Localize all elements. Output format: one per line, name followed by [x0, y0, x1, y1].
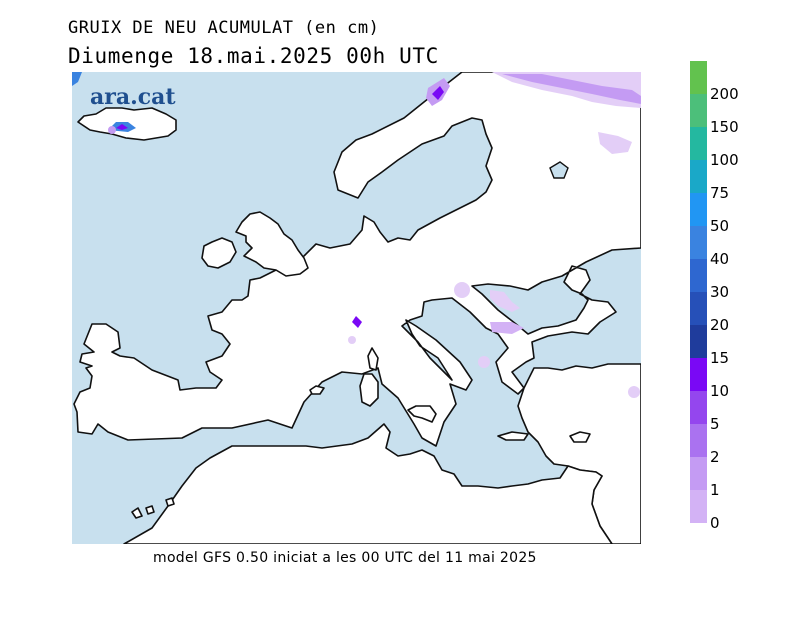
legend-swatch — [690, 127, 707, 160]
snow-area-iceland-corner — [72, 72, 82, 86]
north-africa-land — [123, 423, 613, 544]
legend-swatch — [690, 94, 707, 127]
legend-swatch — [690, 226, 707, 259]
sardinia-land — [359, 373, 379, 407]
legend-label: 200 — [710, 85, 739, 103]
continental-europe-land — [73, 72, 641, 447]
snow-area-iceland-core — [116, 124, 128, 130]
great-britain-land — [235, 211, 309, 277]
legend-swatch — [690, 61, 707, 94]
corsica-land — [367, 347, 379, 371]
snow-area-caucasus — [628, 386, 640, 398]
canary-islands-land — [131, 497, 175, 519]
snow-area-carpathians-south — [490, 322, 524, 334]
legend-swatch — [690, 193, 707, 226]
ara-cat-logo: ara.cat — [90, 84, 176, 110]
legend-label: 40 — [710, 250, 730, 268]
legend-label: 5 — [710, 415, 720, 433]
snow-area-carpathians-east — [490, 290, 520, 312]
legend-label: 2 — [710, 448, 720, 466]
legend-label: 50 — [710, 217, 730, 235]
legend-swatch — [690, 391, 707, 424]
legend-swatch — [690, 490, 707, 523]
legend-swatch — [690, 325, 707, 358]
legend-label: 75 — [710, 184, 730, 202]
ireland-land — [201, 237, 237, 269]
snow-area-iceland-west — [108, 126, 116, 134]
snow-area-carpathians-north — [454, 282, 470, 298]
map-subtitle: Diumenge 18.mai.2025 00h UTC — [68, 44, 439, 68]
color-legend — [690, 61, 707, 523]
model-info-footer: model GFS 0.50 iniciat a les 00 UTC del … — [153, 550, 537, 566]
legend-label: 30 — [710, 283, 730, 301]
snow-area-scandinavia-mid — [502, 74, 641, 104]
legend-label: 1 — [710, 481, 720, 499]
legend-swatch — [690, 457, 707, 490]
legend-swatch — [690, 424, 707, 457]
snow-area-pyrenees — [348, 336, 356, 344]
crete-land — [497, 431, 529, 441]
snow-depth-map — [72, 72, 641, 544]
legend-swatch — [690, 259, 707, 292]
legend-swatch — [690, 358, 707, 391]
map-title: GRUIX DE NEU ACUMULAT (en cm) — [68, 18, 380, 38]
snow-area-urals-north — [598, 132, 632, 154]
legend-label: 100 — [710, 151, 739, 169]
lake-ladoga — [549, 161, 569, 179]
legend-label: 20 — [710, 316, 730, 334]
snow-area-alps — [352, 316, 362, 328]
legend-label: 0 — [710, 514, 720, 532]
legend-label: 15 — [710, 349, 730, 367]
sicily-land — [407, 405, 437, 423]
legend-swatch — [690, 160, 707, 193]
snow-depth-overlay — [72, 72, 641, 398]
snow-area-norway-peak — [432, 86, 444, 100]
legend-label: 10 — [710, 382, 730, 400]
balearic-islands-land — [309, 385, 325, 395]
cyprus-land — [569, 431, 591, 443]
legend-swatch — [690, 292, 707, 325]
snow-area-balkans — [478, 356, 490, 368]
legend-label: 150 — [710, 118, 739, 136]
